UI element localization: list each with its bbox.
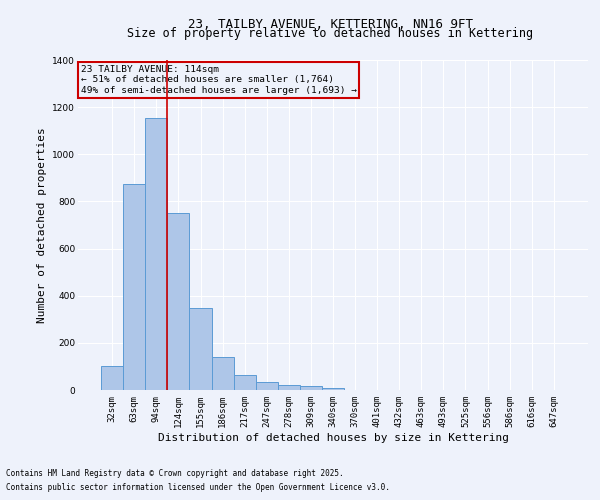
Bar: [233, 374, 256, 390]
Text: 23 TAILBY AVENUE: 114sqm
← 51% of detached houses are smaller (1,764)
49% of sem: 23 TAILBY AVENUE: 114sqm ← 51% of detach…: [80, 65, 356, 95]
Bar: [212, 357, 233, 390]
Bar: [322, 388, 344, 390]
Bar: [300, 386, 322, 390]
Y-axis label: Number of detached properties: Number of detached properties: [37, 127, 47, 323]
Bar: [123, 184, 145, 390]
X-axis label: Distribution of detached houses by size in Kettering: Distribution of detached houses by size …: [157, 432, 509, 442]
Text: Size of property relative to detached houses in Kettering: Size of property relative to detached ho…: [127, 28, 533, 40]
Bar: [256, 382, 278, 390]
Bar: [190, 308, 212, 390]
Bar: [167, 213, 190, 390]
Bar: [278, 386, 300, 390]
Text: Contains public sector information licensed under the Open Government Licence v3: Contains public sector information licen…: [6, 484, 390, 492]
Text: Contains HM Land Registry data © Crown copyright and database right 2025.: Contains HM Land Registry data © Crown c…: [6, 468, 344, 477]
Text: 23, TAILBY AVENUE, KETTERING, NN16 9FT: 23, TAILBY AVENUE, KETTERING, NN16 9FT: [187, 18, 473, 30]
Bar: [101, 366, 123, 390]
Bar: [145, 118, 167, 390]
